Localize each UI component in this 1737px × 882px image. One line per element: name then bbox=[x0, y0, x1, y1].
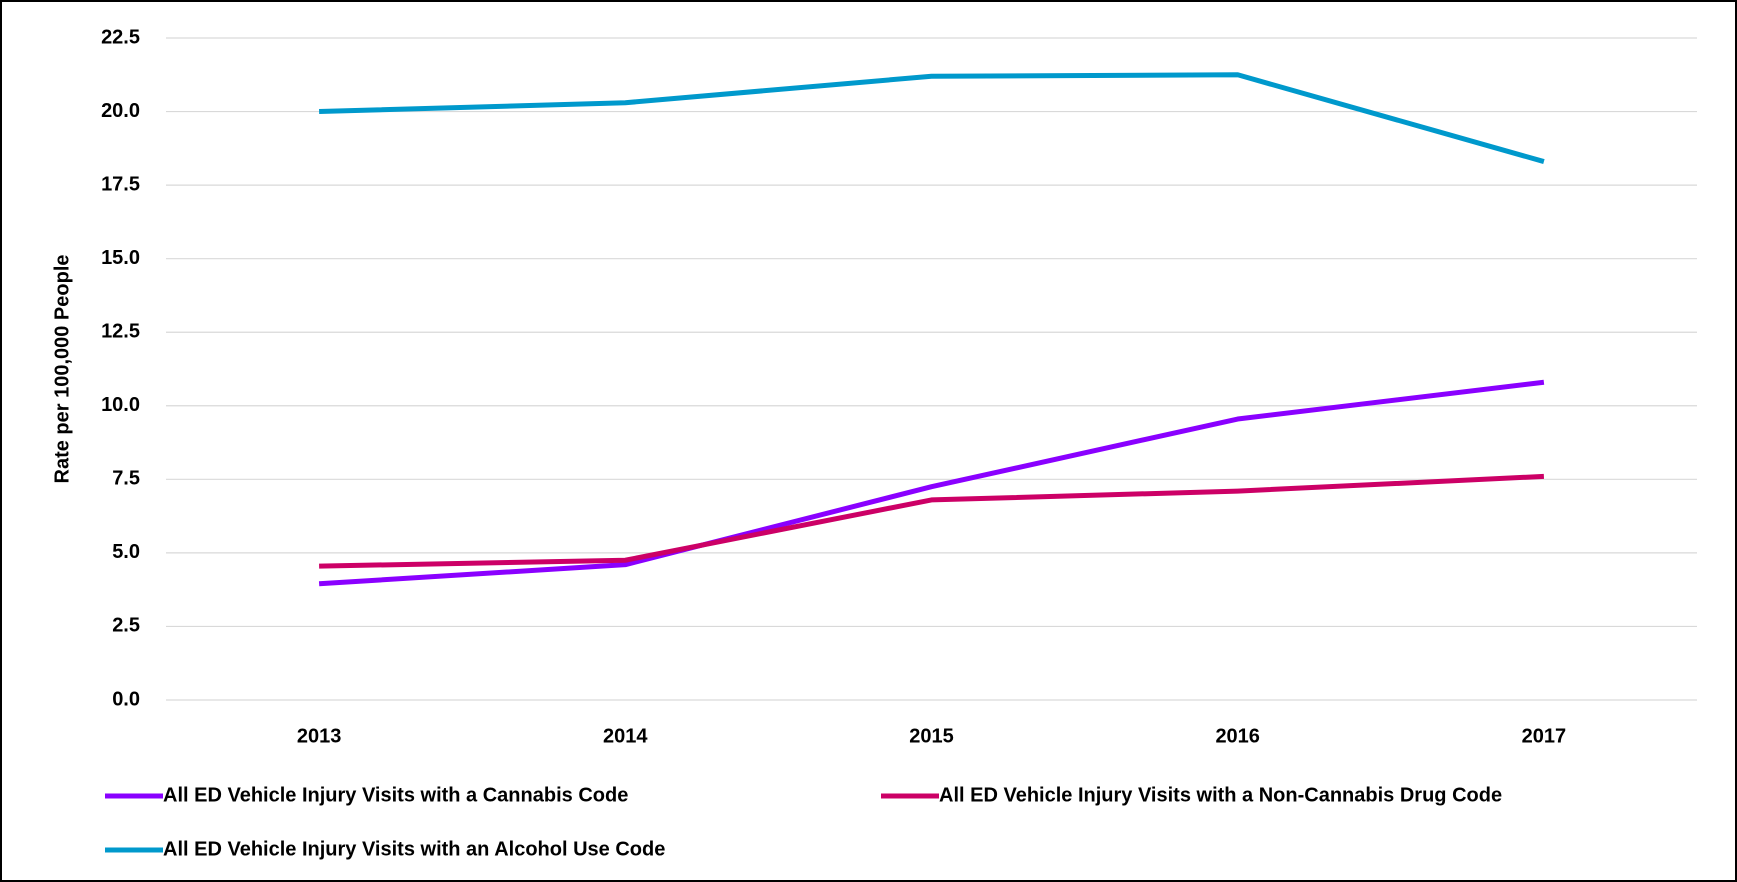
y-tick-label: 0.0 bbox=[112, 688, 140, 710]
series-line bbox=[319, 72, 1545, 164]
x-tick-label: 2014 bbox=[603, 725, 648, 747]
y-tick-label: 15.0 bbox=[101, 247, 140, 269]
x-tick-label: 2016 bbox=[1215, 725, 1260, 747]
x-tick-label: 2017 bbox=[1522, 725, 1567, 747]
y-tick-label: 5.0 bbox=[112, 541, 140, 563]
x-tick-label: 2015 bbox=[909, 725, 954, 747]
series-line bbox=[319, 473, 1545, 569]
y-tick-label: 2.5 bbox=[112, 615, 140, 637]
y-tick-label: 22.5 bbox=[101, 26, 140, 48]
y-tick-label: 17.5 bbox=[101, 173, 140, 195]
legend-label: All ED Vehicle Injury Visits with an Alc… bbox=[163, 838, 665, 860]
series-line bbox=[318, 379, 1545, 587]
y-tick-label: 12.5 bbox=[101, 321, 140, 343]
legend-label: All ED Vehicle Injury Visits with a Cann… bbox=[163, 784, 628, 806]
y-axis-label: Rate per 100,000 People bbox=[51, 254, 73, 483]
y-tick-label: 20.0 bbox=[101, 100, 140, 122]
y-tick-label: 7.5 bbox=[112, 468, 140, 490]
x-tick-label: 2013 bbox=[297, 725, 342, 747]
legend-label: All ED Vehicle Injury Visits with a Non-… bbox=[939, 784, 1502, 806]
y-tick-label: 10.0 bbox=[101, 394, 140, 416]
